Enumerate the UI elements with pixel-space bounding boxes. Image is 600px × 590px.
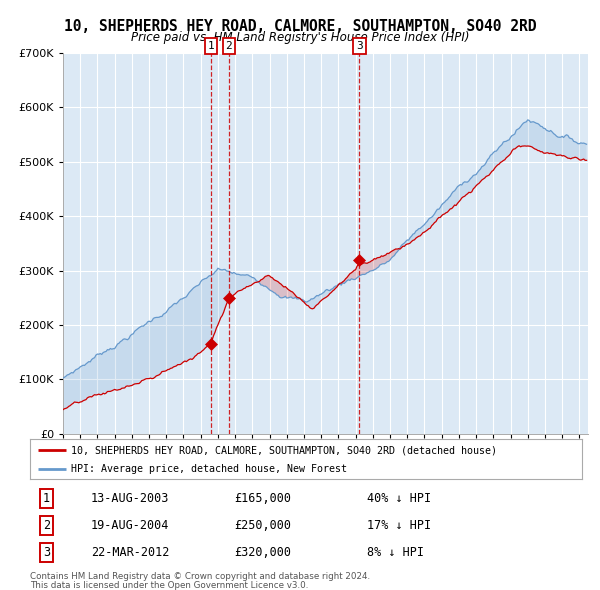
Text: 2: 2 [226,41,232,51]
Text: 22-MAR-2012: 22-MAR-2012 [91,546,169,559]
Text: 1: 1 [208,41,215,51]
Text: 10, SHEPHERDS HEY ROAD, CALMORE, SOUTHAMPTON, SO40 2RD (detached house): 10, SHEPHERDS HEY ROAD, CALMORE, SOUTHAM… [71,445,497,455]
Text: 10, SHEPHERDS HEY ROAD, CALMORE, SOUTHAMPTON, SO40 2RD: 10, SHEPHERDS HEY ROAD, CALMORE, SOUTHAM… [64,19,536,34]
Text: HPI: Average price, detached house, New Forest: HPI: Average price, detached house, New … [71,464,347,474]
Text: 3: 3 [43,546,50,559]
Text: 1: 1 [43,492,50,505]
Text: £320,000: £320,000 [234,546,291,559]
Text: This data is licensed under the Open Government Licence v3.0.: This data is licensed under the Open Gov… [30,581,308,589]
Text: Price paid vs. HM Land Registry's House Price Index (HPI): Price paid vs. HM Land Registry's House … [131,31,469,44]
Text: Contains HM Land Registry data © Crown copyright and database right 2024.: Contains HM Land Registry data © Crown c… [30,572,370,581]
Text: 17% ↓ HPI: 17% ↓ HPI [367,519,431,532]
Text: £250,000: £250,000 [234,519,291,532]
Text: 2: 2 [43,519,50,532]
Text: 3: 3 [356,41,363,51]
Text: 8% ↓ HPI: 8% ↓ HPI [367,546,424,559]
Text: 13-AUG-2003: 13-AUG-2003 [91,492,169,505]
Text: 19-AUG-2004: 19-AUG-2004 [91,519,169,532]
Text: £165,000: £165,000 [234,492,291,505]
Text: 40% ↓ HPI: 40% ↓ HPI [367,492,431,505]
